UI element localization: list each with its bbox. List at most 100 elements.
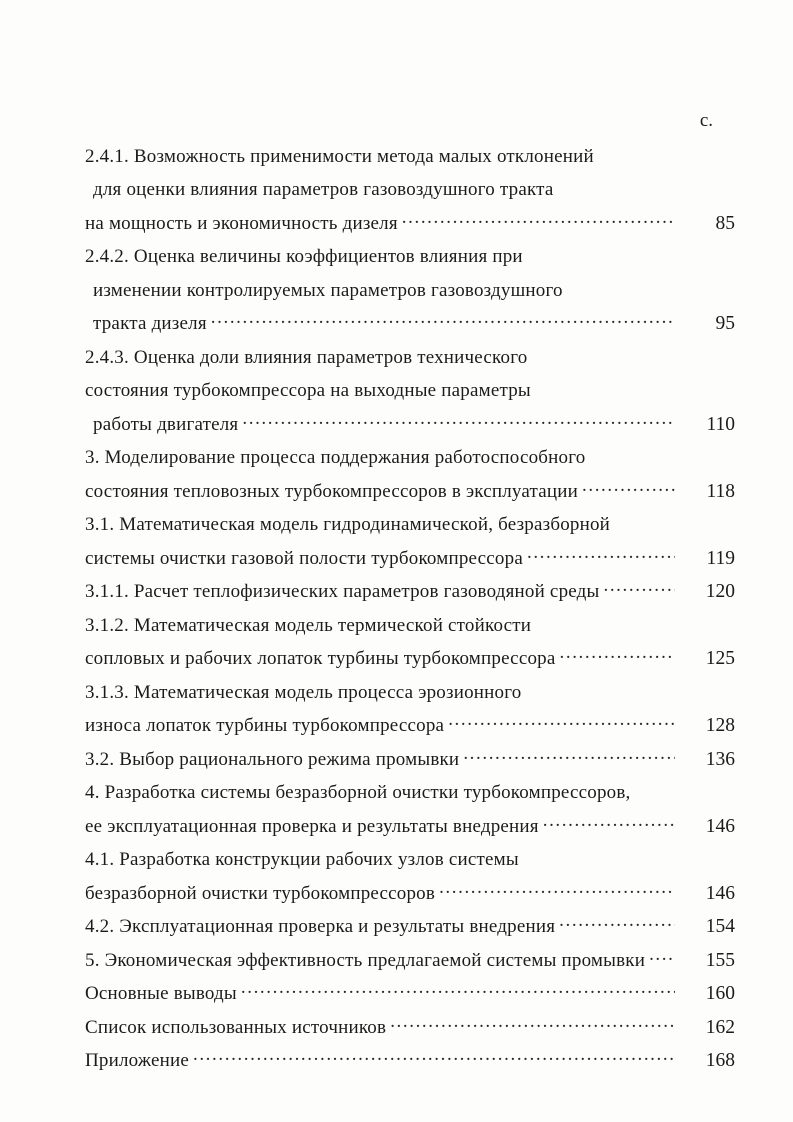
dot-leader bbox=[523, 843, 675, 866]
toc-entry-text: Список использованных источников bbox=[85, 1016, 387, 1038]
toc-entry-text: изменении контролируемых параметров газо… bbox=[93, 279, 563, 301]
page-number: 95 bbox=[715, 313, 736, 335]
dot-leader bbox=[558, 173, 675, 196]
toc-row: 3. Моделирование процесса поддержания ра… bbox=[85, 441, 735, 475]
dot-leader bbox=[402, 206, 675, 229]
dot-leader bbox=[535, 608, 675, 631]
toc-row: 2.4.1. Возможность применимости метода м… bbox=[85, 139, 735, 173]
dot-leader bbox=[560, 642, 676, 665]
toc-entry-text: 3.1.1. Расчет теплофизических параметров… bbox=[85, 581, 600, 603]
page-number: 85 bbox=[715, 212, 736, 234]
toc-entry-text: 3.1.2. Математическая модель термической… bbox=[85, 614, 532, 636]
page-number: 160 bbox=[705, 983, 735, 1005]
dot-leader bbox=[193, 1044, 675, 1067]
dot-leader bbox=[635, 776, 676, 799]
page-number: 168 bbox=[705, 1050, 735, 1072]
dot-leader bbox=[567, 273, 675, 296]
toc-row: 2.4.2. Оценка величины коэффициентов вли… bbox=[85, 240, 735, 274]
dot-leader bbox=[531, 340, 675, 363]
toc-entry-text: 4.1. Разработка конструкции рабочих узло… bbox=[85, 849, 519, 871]
toc-entry-text: 5. Экономическая эффективность предлагае… bbox=[85, 949, 646, 971]
page-number: 118 bbox=[706, 480, 735, 502]
toc-entry-text: 3.2. Выбор рационального режима промывки bbox=[85, 748, 460, 770]
page-column-header: с. bbox=[85, 110, 734, 132]
dot-leader bbox=[463, 742, 675, 765]
toc-entry-text: 3.1.3. Математическая модель процесса эр… bbox=[85, 681, 522, 703]
page-number: 155 bbox=[705, 949, 735, 971]
toc-row: на мощность и экономичность дизеля 85 bbox=[85, 206, 735, 240]
toc-row: 4.2. Эксплуатационная проверка и результ… bbox=[85, 910, 735, 944]
toc-row: 3.1. Математическая модель гидродинамиче… bbox=[85, 508, 735, 542]
toc-row: 2.4.3. Оценка доли влияния параметров те… bbox=[85, 340, 735, 374]
dot-leader bbox=[559, 910, 675, 933]
toc-row: 3.2. Выбор рационального режима промывки… bbox=[85, 742, 735, 776]
toc-entry-text: тракта дизеля bbox=[93, 313, 207, 335]
toc-row: системы очистки газовой полости турбоком… bbox=[85, 541, 735, 575]
toc-entry-text: на мощность и экономичность дизеля bbox=[85, 212, 398, 234]
toc-entry-text: ее эксплуатационная проверка и результат… bbox=[85, 815, 539, 837]
toc-entry-text: системы очистки газовой полости турбоком… bbox=[85, 547, 523, 569]
toc-row: 4.1. Разработка конструкции рабочих узло… bbox=[85, 843, 735, 877]
page-number: 136 bbox=[705, 748, 735, 770]
dot-leader bbox=[603, 575, 675, 598]
dot-leader bbox=[543, 809, 675, 832]
toc-row: состояния турбокомпрессора на выходные п… bbox=[85, 374, 735, 408]
toc-row: 3.1.2. Математическая модель термической… bbox=[85, 608, 735, 642]
page-number: 110 bbox=[706, 413, 735, 435]
dot-leader bbox=[527, 240, 675, 263]
dot-leader bbox=[649, 943, 675, 966]
toc-entry-text: для оценки влияния параметров газовоздуш… bbox=[93, 179, 554, 201]
toc-entry-text: 2.4.2. Оценка величины коэффициентов вли… bbox=[85, 246, 523, 268]
toc-row: 4. Разработка системы безразборной очист… bbox=[85, 776, 735, 810]
dot-leader bbox=[535, 374, 675, 397]
dot-leader bbox=[582, 474, 675, 497]
page-number: 120 bbox=[705, 581, 735, 603]
table-of-contents: 2.4.1. Возможность применимости метода м… bbox=[85, 139, 735, 1077]
page-number: 162 bbox=[705, 1016, 735, 1038]
toc-row: состояния тепловозных турбокомпрессоров … bbox=[85, 474, 735, 508]
dot-leader bbox=[598, 139, 675, 162]
dot-leader bbox=[241, 977, 675, 1000]
toc-row: для оценки влияния параметров газовоздуш… bbox=[85, 173, 735, 207]
toc-row: 3.1.3. Математическая модель процесса эр… bbox=[85, 675, 735, 709]
toc-entry-text: 2.4.1. Возможность применимости метода м… bbox=[85, 145, 594, 167]
toc-entry-text: 2.4.3. Оценка доли влияния параметров те… bbox=[85, 346, 528, 368]
toc-row: износа лопаток турбины турбокомпрессора 1… bbox=[85, 709, 735, 743]
toc-entry-text: состояния турбокомпрессора на выходные п… bbox=[85, 380, 531, 402]
toc-row: безразборной очистки турбокомпрессоров 14… bbox=[85, 876, 735, 910]
toc-entry-text: безразборной очистки турбокомпрессоров bbox=[85, 882, 436, 904]
toc-row: 3.1.1. Расчет теплофизических параметров… bbox=[85, 575, 735, 609]
dot-leader bbox=[614, 508, 675, 531]
dot-leader bbox=[448, 709, 675, 732]
toc-entry-text: износа лопаток турбины турбокомпрессора bbox=[85, 715, 445, 737]
dot-leader bbox=[390, 1010, 675, 1033]
dot-leader bbox=[242, 407, 675, 430]
toc-row: сопловых и рабочих лопаток турбины турбо… bbox=[85, 642, 735, 676]
page-number: 128 bbox=[705, 715, 735, 737]
dot-leader bbox=[525, 675, 675, 698]
toc-entry-text: Приложение bbox=[85, 1050, 189, 1072]
toc-entry-text: сопловых и рабочих лопаток турбины турбо… bbox=[85, 648, 556, 670]
toc-row: 5. Экономическая эффективность предлагае… bbox=[85, 943, 735, 977]
dot-leader bbox=[211, 307, 675, 330]
dot-leader bbox=[589, 441, 675, 464]
toc-entry-text: работы двигателя bbox=[93, 413, 239, 435]
page-number: 154 bbox=[705, 916, 735, 938]
toc-row: Список использованных источников 162 bbox=[85, 1010, 735, 1044]
toc-entry-text: состояния тепловозных турбокомпрессоров … bbox=[85, 480, 578, 502]
toc-row: Приложение 168 bbox=[85, 1044, 735, 1078]
page-number: 119 bbox=[706, 547, 735, 569]
toc-row: изменении контролируемых параметров газо… bbox=[85, 273, 735, 307]
toc-row: тракта дизеля 95 bbox=[85, 307, 735, 341]
page-column-header-label: с. bbox=[699, 110, 713, 131]
toc-entry-text: 3. Моделирование процесса поддержания ра… bbox=[85, 447, 586, 469]
toc-row: ее эксплуатационная проверка и результат… bbox=[85, 809, 735, 843]
dot-leader bbox=[439, 876, 675, 899]
toc-entry-text: 4. Разработка системы безразборной очист… bbox=[85, 782, 631, 804]
toc-row: работы двигателя 110 bbox=[85, 407, 735, 441]
page-number: 125 bbox=[705, 648, 735, 670]
dot-leader bbox=[527, 541, 675, 564]
toc-entry-text: 3.1. Математическая модель гидродинамиче… bbox=[85, 514, 611, 536]
toc-entry-text: Основные выводы bbox=[85, 983, 237, 1005]
